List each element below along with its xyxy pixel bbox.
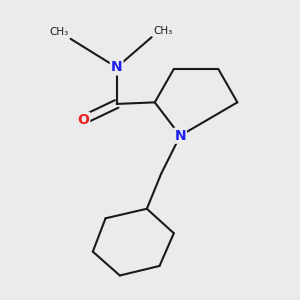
Text: N: N (174, 129, 186, 143)
Text: CH₃: CH₃ (153, 26, 172, 36)
Text: N: N (111, 60, 122, 74)
Text: CH₃: CH₃ (50, 27, 69, 37)
Text: O: O (77, 113, 89, 127)
